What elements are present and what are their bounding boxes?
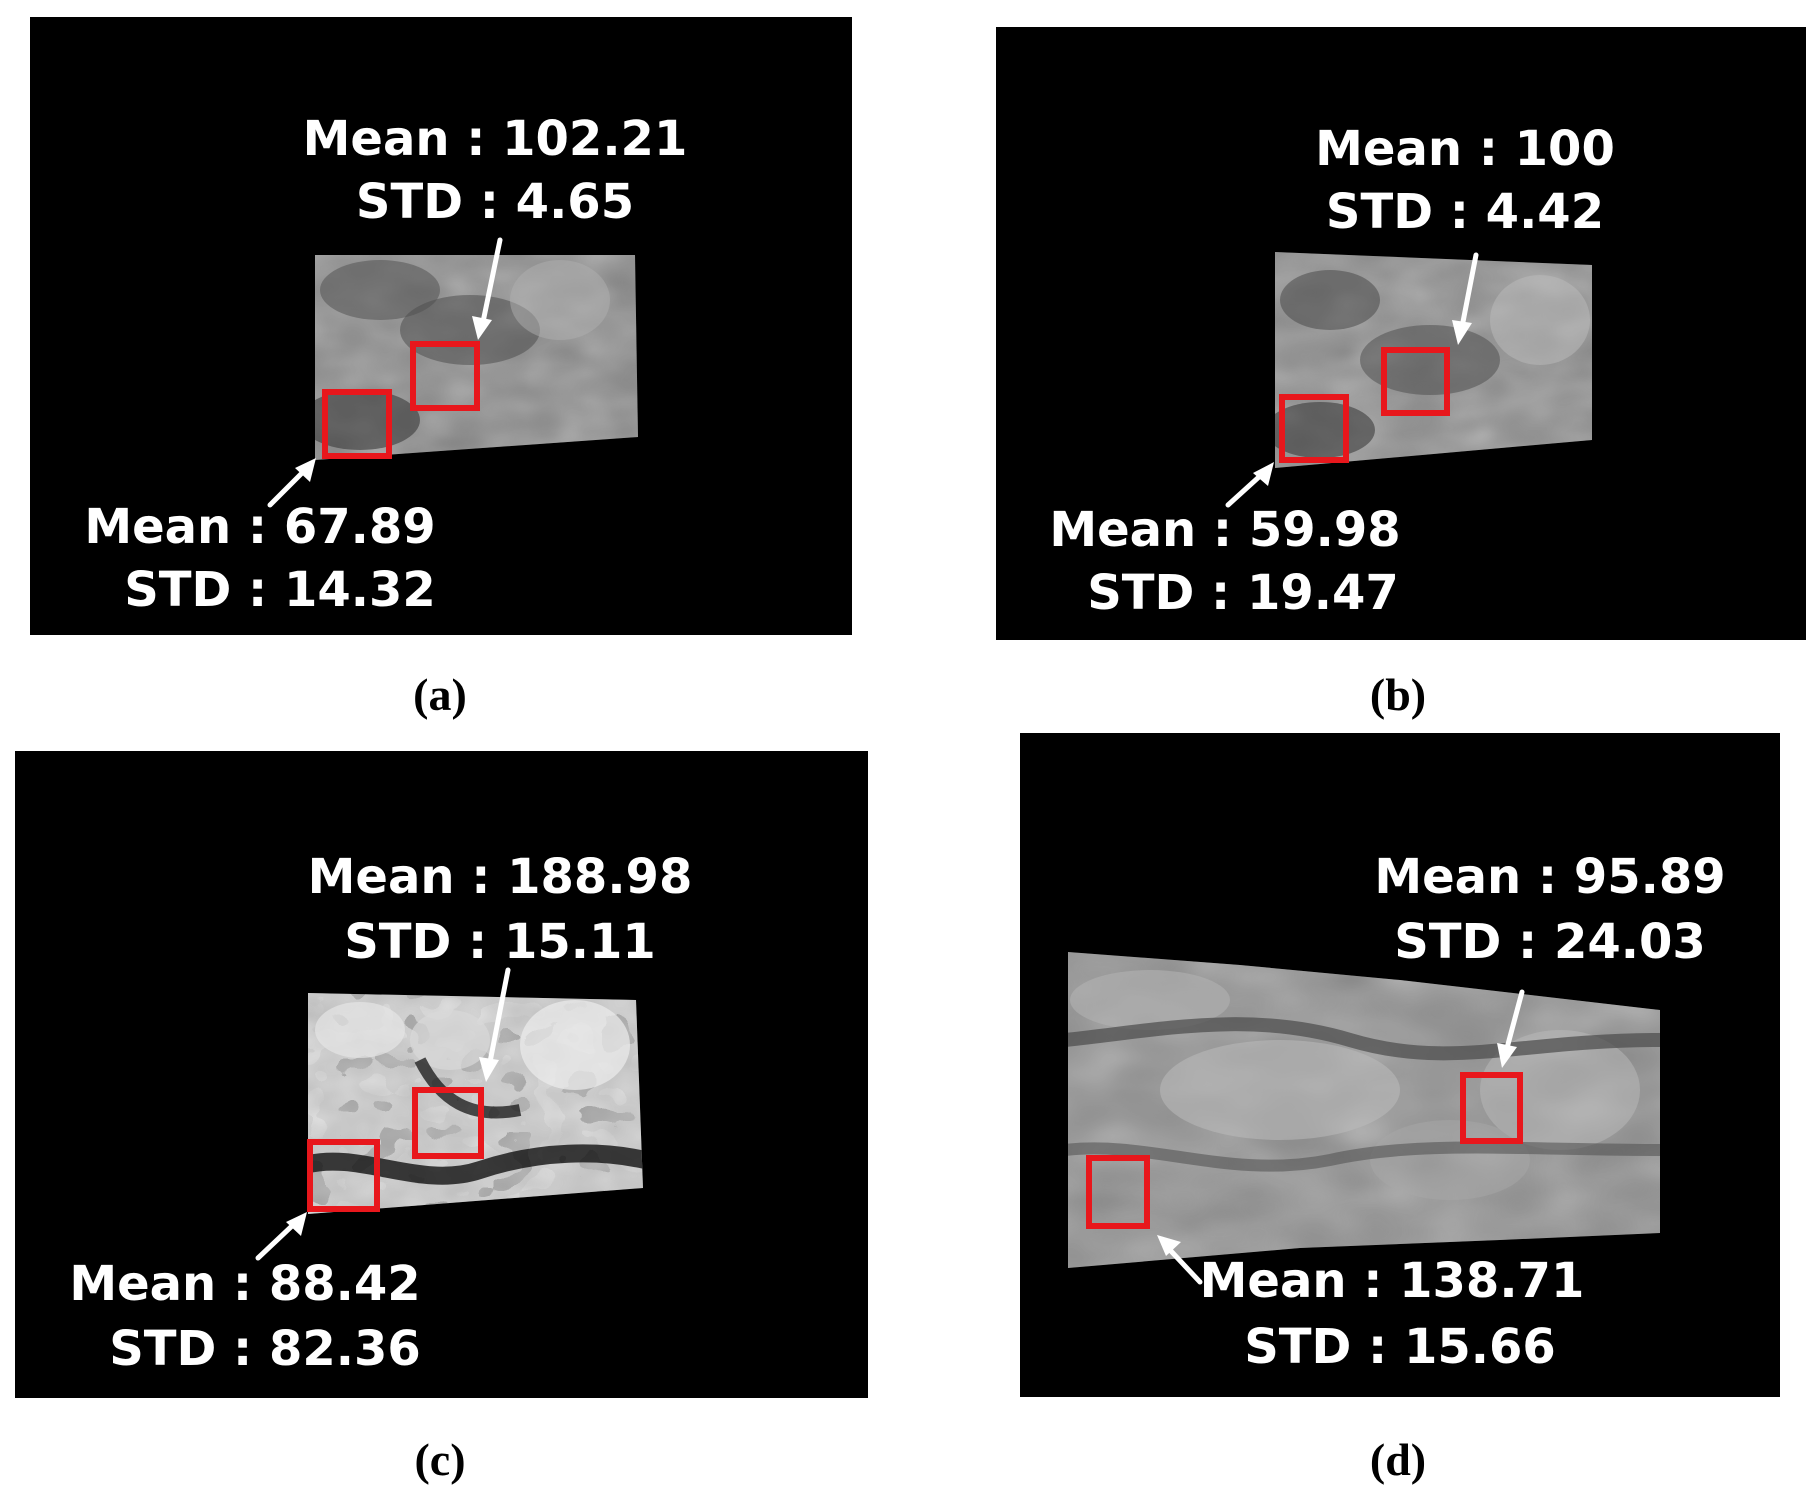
roi-lower-std-a: STD : 14.32 (124, 562, 436, 618)
roi-upper-std-d: STD : 24.03 (1394, 914, 1706, 970)
panel-b: Mean : 100 STD : 4.42 Mean : 59.98 STD :… (996, 27, 1806, 640)
panel-d: Mean : 95.89 STD : 24.03 Mean : 138.71 S… (1020, 733, 1780, 1397)
roi-upper-mean-d: Mean : 95.89 (1374, 849, 1725, 905)
roi-upper-mean-b: Mean : 100 (1315, 121, 1615, 177)
panel-label-c: (c) (414, 1434, 465, 1485)
roi-box-lower-b (1279, 394, 1349, 463)
roi-lower-std-c: STD : 82.36 (109, 1321, 421, 1377)
roi-box-upper-c (412, 1087, 484, 1159)
roi-box-lower-a (322, 389, 392, 459)
arrow-lower-c (255, 1212, 307, 1261)
roi-box-upper-d (1460, 1072, 1523, 1144)
roi-lower-std-d: STD : 15.66 (1244, 1319, 1556, 1375)
panel-a: Mean : 102.21 STD : 4.65 Mean : 67.89 ST… (30, 17, 852, 635)
roi-upper-mean-a: Mean : 102.21 (303, 111, 688, 167)
roi-lower-mean-b: Mean : 59.98 (1049, 502, 1400, 558)
panel-c: Mean : 188.98 STD : 15.11 Mean : 88.42 S… (15, 751, 868, 1398)
arrow-lower-a (267, 458, 316, 508)
roi-upper-std-b: STD : 4.42 (1326, 184, 1604, 240)
arrow-upper-d (1497, 989, 1525, 1068)
arrow-upper-c (479, 967, 511, 1082)
arrow-upper-b (1452, 252, 1479, 345)
roi-box-lower-c (307, 1139, 380, 1212)
panel-label-b: (b) (1370, 669, 1426, 720)
roi-box-upper-a (410, 341, 480, 411)
panel-label-a: (a) (413, 669, 467, 720)
roi-box-upper-b (1381, 347, 1450, 416)
arrow-lower-b (1225, 462, 1274, 508)
roi-lower-std-b: STD : 19.47 (1087, 565, 1399, 621)
arrow-upper-a (472, 237, 503, 340)
roi-lower-mean-a: Mean : 67.89 (84, 499, 435, 555)
vein-image-a (315, 255, 638, 460)
roi-upper-mean-c: Mean : 188.98 (308, 849, 693, 905)
vein-image-c (308, 993, 643, 1214)
roi-lower-mean-c: Mean : 88.42 (69, 1256, 420, 1312)
roi-lower-mean-d: Mean : 138.71 (1200, 1253, 1585, 1309)
roi-box-lower-d (1086, 1155, 1150, 1229)
roi-upper-std-c: STD : 15.11 (344, 914, 656, 970)
arrow-lower-d (1157, 1235, 1203, 1285)
roi-upper-std-a: STD : 4.65 (356, 174, 634, 230)
vein-image-d (1068, 952, 1660, 1268)
panel-label-d: (d) (1370, 1434, 1426, 1485)
vein-image-b (1275, 252, 1592, 468)
